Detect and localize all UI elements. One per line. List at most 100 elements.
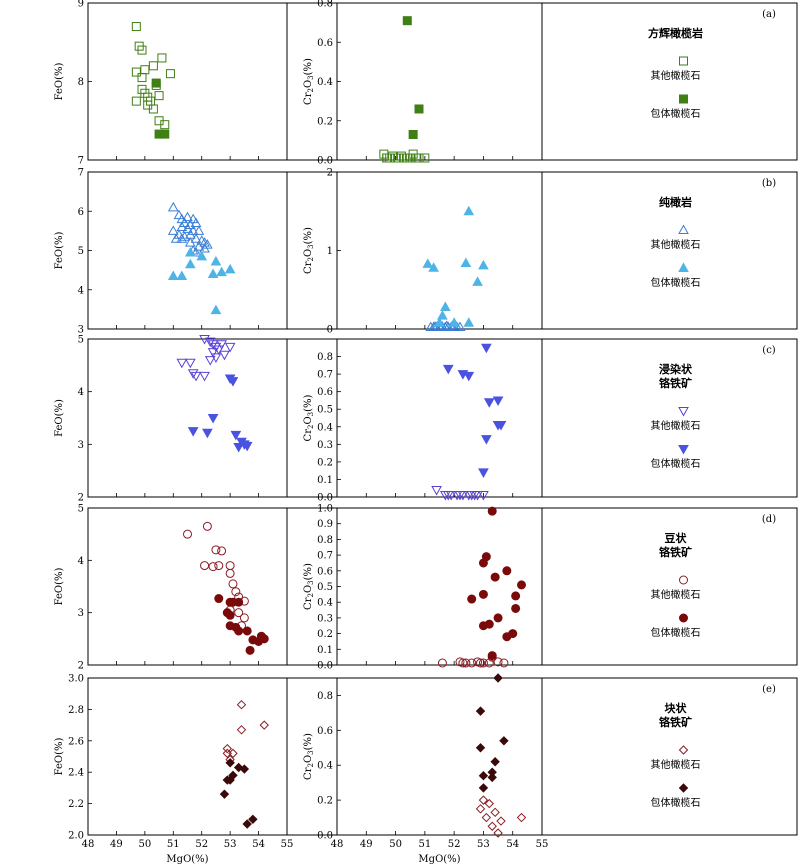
legend-marker-1-0 — [678, 224, 689, 234]
cr-point-1-1-10 — [463, 317, 475, 327]
feo-point-3-0-4 — [200, 561, 210, 571]
feo-point-2-0-4 — [216, 340, 227, 350]
legend-label-1-0: 其他橄榄石 — [651, 238, 701, 251]
cr-1-ytick-label-2: 2 — [327, 168, 333, 179]
feo-point-0-0-5 — [131, 67, 141, 77]
feo-point-0-0-4 — [157, 53, 167, 63]
feo-point-2-1-2 — [207, 414, 219, 424]
feo-point-2-0-10 — [204, 356, 216, 366]
cr-4-xtick-label-3: 51 — [418, 839, 431, 850]
feo-point-3-0-5 — [208, 562, 218, 572]
cr-point-1-1-5 — [472, 276, 483, 286]
panel-frame-4 — [87, 677, 798, 836]
feo-point-2-0-6 — [207, 348, 219, 358]
cr-3-ytick-label-5: 0.5 — [317, 582, 333, 593]
feo-4-xtick-label-5: 53 — [224, 839, 237, 850]
feo-point-2-0-15 — [199, 371, 210, 382]
cr-3-ytick-label-8: 0.8 — [317, 535, 333, 546]
feo-3-ytick-label-1: 3 — [78, 608, 84, 619]
legend-label-3-1: 包体橄榄石 — [651, 626, 701, 639]
feo-point-3-0-9 — [228, 579, 238, 589]
cr-point-2-0-8 — [478, 491, 489, 501]
feo-point-1-0-23 — [193, 241, 205, 251]
feo-point-2-0-3 — [210, 342, 222, 353]
feo-point-4-1-6 — [219, 789, 230, 799]
cr-point-4-1-0 — [493, 673, 503, 683]
feo-point-3-1-3 — [234, 597, 244, 607]
cr-point-3-1-5 — [517, 580, 526, 590]
feo-4-xtick-label-3: 51 — [167, 839, 180, 850]
feo-point-3-1-8 — [234, 626, 244, 636]
feo-point-1-0-8 — [176, 221, 188, 231]
feo-point-0-0-3 — [148, 61, 158, 71]
cr-point-2-0-0 — [431, 485, 442, 496]
cr-point-2-0-10 — [466, 491, 478, 501]
cr-point-0-1-2 — [408, 129, 418, 139]
feo-4-xtick-label-6: 54 — [252, 839, 265, 850]
feo-point-1-1-0 — [184, 246, 196, 257]
cr-4-xtick-label-5: 53 — [477, 839, 490, 850]
cr-point-4-0-2 — [475, 804, 486, 814]
feo-point-0-0-16 — [131, 96, 141, 106]
feo-point-1-1-8 — [176, 270, 188, 281]
cr-point-4-1-8 — [478, 783, 489, 793]
feo-plot-2: 2 3 4 5 FeO(%) — [54, 335, 288, 504]
cr-0-ytick-label-2: 0.4 — [317, 77, 333, 88]
feo-point-2-1-8 — [241, 441, 253, 452]
feo-point-0-0-19 — [160, 120, 170, 130]
cr-point-0-1-1 — [414, 104, 424, 114]
feo-0-ylabel: FeO(%) — [54, 62, 65, 100]
feo-point-4-1-8 — [242, 819, 252, 829]
feo-point-2-0-2 — [207, 340, 219, 350]
cr-point-1-1-0 — [463, 205, 475, 216]
panel-0: 7 8 9 FeO(%) 0.0 0.2 0.4 0.6 0.8 Cr2O3(%) (a) 方辉橄榄岩… — [54, 0, 798, 167]
legend-label-4-0: 其他橄榄石 — [651, 758, 701, 771]
cr-point-1-1-3 — [460, 257, 472, 268]
feo-point-4-1-0 — [225, 758, 235, 768]
cr-point-2-1-4 — [492, 396, 504, 406]
feo-point-1-0-16 — [190, 233, 202, 243]
x-axis-label-feo: MgO(%) — [166, 854, 208, 865]
feo-point-1-0-26 — [199, 243, 210, 253]
legend-marker-3-0 — [679, 575, 688, 585]
cr-2-ytick-label-2: 0.2 — [317, 457, 333, 468]
feo-point-1-0-19 — [170, 233, 182, 243]
cr-4-ytick-label-2: 0.4 — [317, 761, 333, 772]
cr-point-3-0-0 — [437, 658, 447, 668]
cr-4-xtick-label-7: 55 — [536, 839, 549, 850]
feo-point-4-0-0 — [236, 699, 247, 710]
feo-point-2-0-12 — [184, 358, 196, 369]
feo-point-1-1-2 — [184, 258, 196, 269]
cr-0-ylabel: Cr2O3(%) — [303, 58, 315, 105]
cr-point-3-1-3 — [502, 566, 512, 576]
cr-point-1-1-6 — [440, 301, 451, 312]
feo-point-0-1-2 — [160, 129, 170, 139]
feo-point-1-1-4 — [216, 266, 227, 277]
cr-point-2-1-1 — [442, 364, 454, 375]
cr-point-2-1-8 — [481, 435, 492, 445]
x-axis-label-cr: MgO(%) — [418, 854, 460, 865]
feo-0-ytick-label-2: 9 — [78, 0, 84, 10]
feo-point-2-0-7 — [219, 350, 230, 361]
feo-point-0-0-2 — [137, 45, 147, 55]
cr-2-ytick-label-0: 0.0 — [317, 493, 333, 504]
feo-3-ytick-label-2: 4 — [78, 556, 84, 567]
panel-tag-1: (b) — [762, 178, 776, 189]
feo-plot-1: 3 4 5 6 7 FeO(%) — [54, 168, 288, 336]
rock-name-0-0: 方辉橄榄岩 — [648, 26, 703, 40]
cr-point-1-1-7 — [437, 310, 448, 320]
feo-point-2-1-1 — [227, 377, 239, 387]
cr-point-4-0-1 — [484, 798, 494, 809]
panel-frame-3 — [87, 507, 798, 666]
feo-point-1-0-20 — [176, 233, 188, 243]
cr-0-ytick-label-1: 0.2 — [317, 116, 333, 127]
cr-4-xtick-label-2: 50 — [389, 839, 402, 850]
cr-point-0-0-6 — [396, 151, 406, 161]
cr-point-0-0-12 — [414, 153, 424, 163]
cr-point-2-1-9 — [478, 468, 489, 478]
feo-point-0-0-17 — [148, 104, 158, 114]
